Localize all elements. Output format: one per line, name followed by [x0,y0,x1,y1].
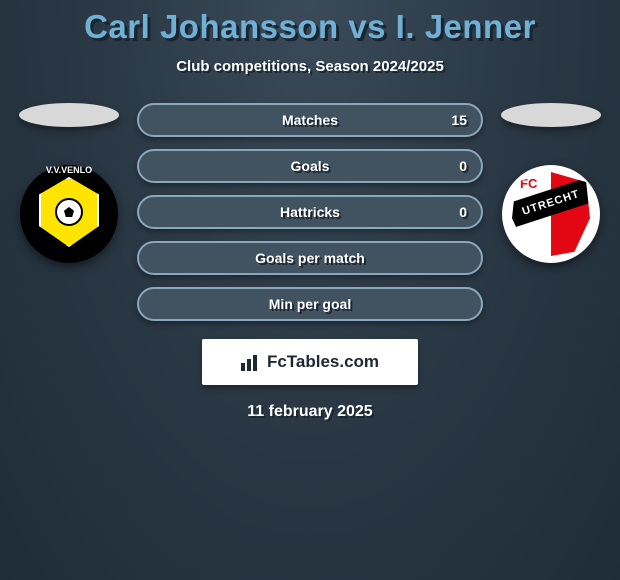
club-badge-right: FC UTRECHT [502,165,600,263]
player-right-photo [501,103,601,127]
stat-row-goals: Goals 0 [137,149,483,183]
venlo-crest-icon: V.V.VENLO [32,177,106,251]
brand-text: FcTables.com [267,352,379,372]
player-left-photo [19,103,119,127]
player-left: V.V.VENLO [19,103,119,263]
stats-list: Matches 15 Goals 0 Hattricks 0 Goals per… [137,103,483,321]
utrecht-fc-text: FC [520,176,537,191]
brand-badge: FcTables.com [202,339,418,385]
comparison-card: Carl Johansson vs I. Jenner Club competi… [0,0,620,421]
stat-label: Goals per match [255,250,365,266]
bar-chart-icon [241,353,263,371]
stat-right-value: 15 [451,112,467,128]
stat-row-goals-per-match: Goals per match [137,241,483,275]
venlo-label: V.V.VENLO [46,165,92,175]
date: 11 february 2025 [0,403,620,421]
player-right: FC UTRECHT [501,103,601,263]
club-badge-left: V.V.VENLO [20,165,118,263]
utrecht-crest-icon: FC UTRECHT [512,172,590,256]
stat-row-matches: Matches 15 [137,103,483,137]
stat-label: Min per goal [269,296,351,312]
stat-row-min-per-goal: Min per goal [137,287,483,321]
stat-label: Goals [291,158,330,174]
subtitle: Club competitions, Season 2024/2025 [0,58,620,75]
title: Carl Johansson vs I. Jenner [0,8,620,46]
body-row: V.V.VENLO Matches 15 Goals 0 Hattric [0,103,620,321]
stat-row-hattricks: Hattricks 0 [137,195,483,229]
stat-right-value: 0 [459,158,467,174]
stat-right-value: 0 [459,204,467,220]
stat-label: Hattricks [280,204,340,220]
stat-label: Matches [282,112,338,128]
